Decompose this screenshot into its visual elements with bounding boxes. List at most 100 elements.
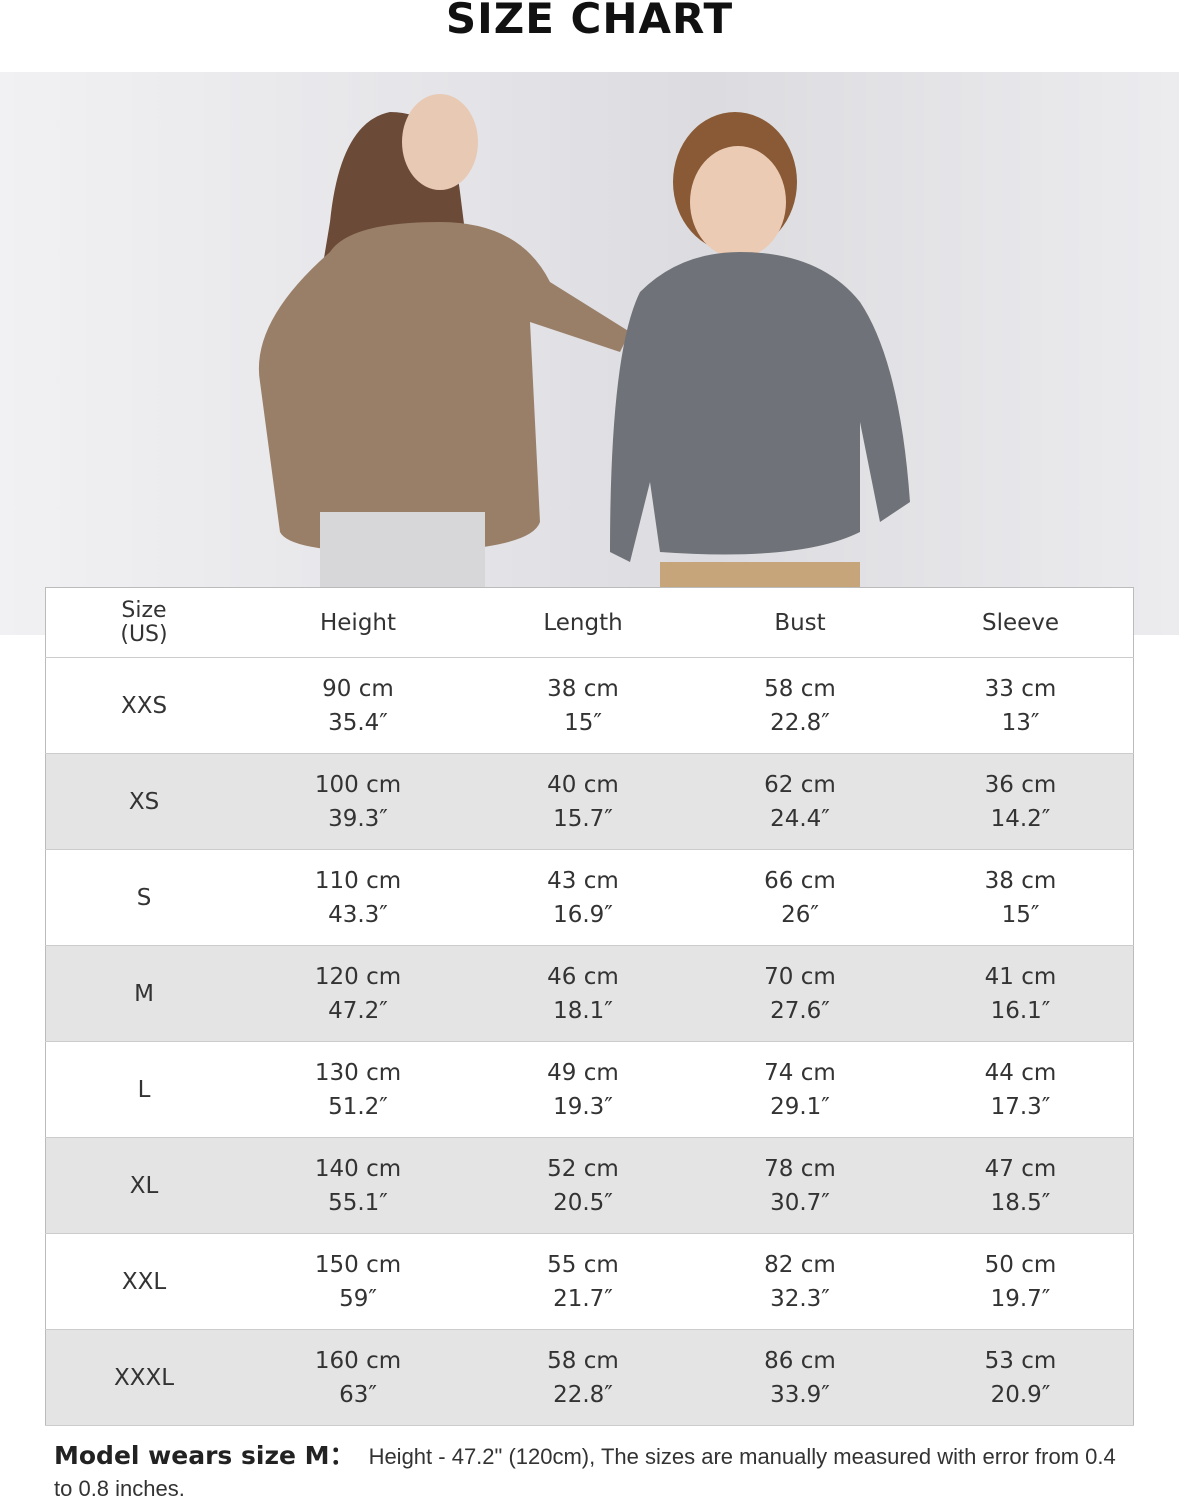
sleeve-inches: 20.9″ xyxy=(990,1381,1051,1408)
length-cell: 43 cm 16.9″ xyxy=(474,850,692,946)
bust-cm: 70 cm xyxy=(764,963,836,990)
size-cell: XXS xyxy=(120,692,168,719)
model-photo xyxy=(0,72,1179,635)
bust-inches: 30.7″ xyxy=(770,1189,830,1216)
bust-cell: 58 cm 22.8″ xyxy=(692,658,908,754)
sleeve-inches: 14.2″ xyxy=(990,805,1051,832)
length-cell: 38 cm 15″ xyxy=(474,658,692,754)
length-inches: 19.3″ xyxy=(553,1093,613,1120)
sleeve-cell: 33 cm 13″ xyxy=(908,658,1134,754)
height-inches: 59″ xyxy=(339,1285,377,1312)
height-inches: 63″ xyxy=(339,1381,377,1408)
height-cell: 160 cm 63″ xyxy=(242,1330,474,1426)
sleeve-cm: 47 cm xyxy=(984,1155,1057,1182)
sleeve-cell: 50 cm 19.7″ xyxy=(908,1234,1134,1330)
height-cell: 100 cm 39.3″ xyxy=(242,754,474,850)
height-inches: 43.3″ xyxy=(328,901,388,928)
sleeve-inches: 15″ xyxy=(1001,901,1040,928)
height-cm: 100 cm xyxy=(314,771,402,798)
bust-inches: 26″ xyxy=(781,901,819,928)
height-cm: 90 cm xyxy=(322,675,394,702)
height-inches: 39.3″ xyxy=(328,805,388,832)
length-inches: 15″ xyxy=(564,709,602,736)
header-length: Length xyxy=(474,587,692,658)
bust-inches: 32.3″ xyxy=(770,1285,830,1312)
table-row: XL 140 cm 55.1″ 52 cm 20.5″ 78 cm 30.7″ 47 cm 18… xyxy=(45,1137,1134,1234)
size-cell: XS xyxy=(128,788,160,815)
size-chart-table: Size (US) Height Length Bust Sleeve XXS 90… xyxy=(45,587,1134,1426)
sleeve-inches: 19.7″ xyxy=(990,1285,1051,1312)
bust-cell: 62 cm 24.4″ xyxy=(692,754,908,850)
length-cm: 43 cm xyxy=(547,867,619,894)
bust-cell: 66 cm 26″ xyxy=(692,850,908,946)
height-cell: 120 cm 47.2″ xyxy=(242,946,474,1042)
table-header-row: Size (US) Height Length Bust Sleeve xyxy=(45,587,1134,658)
sleeve-cm: 38 cm xyxy=(984,867,1057,894)
size-cell: M xyxy=(134,980,154,1007)
bust-cell: 74 cm 29.1″ xyxy=(692,1042,908,1138)
table-row: L 130 cm 51.2″ 49 cm 19.3″ 74 cm 29.1″ 44 cm 17.… xyxy=(45,1042,1134,1138)
size-cell: XXL xyxy=(121,1268,167,1295)
bust-cell: 78 cm 30.7″ xyxy=(692,1138,908,1234)
table-row: M 120 cm 47.2″ 46 cm 18.1″ 70 cm 27.6″ 41 cm 16.… xyxy=(45,945,1134,1042)
table-row: XXL 150 cm 59″ 55 cm 21.7″ 82 cm 32.3″ 50 cm 19.… xyxy=(45,1234,1134,1330)
length-inches: 21.7″ xyxy=(553,1285,613,1312)
bust-cell: 82 cm 32.3″ xyxy=(692,1234,908,1330)
size-cell: S xyxy=(136,884,152,911)
height-cell: 90 cm 35.4″ xyxy=(242,658,474,754)
sleeve-cell: 47 cm 18.5″ xyxy=(908,1138,1134,1234)
sleeve-cell: 38 cm 15″ xyxy=(908,850,1134,946)
header-size: Size (US) xyxy=(45,587,242,658)
sleeve-cm: 36 cm xyxy=(984,771,1057,798)
length-cell: 40 cm 15.7″ xyxy=(474,754,692,850)
length-inches: 20.5″ xyxy=(553,1189,613,1216)
height-cm: 140 cm xyxy=(314,1155,402,1182)
bust-cm: 74 cm xyxy=(764,1059,836,1086)
bust-inches: 27.6″ xyxy=(770,997,830,1024)
length-inches: 16.9″ xyxy=(553,901,613,928)
bust-inches: 24.4″ xyxy=(770,805,830,832)
bust-cm: 62 cm xyxy=(764,771,836,798)
header-sleeve: Sleeve xyxy=(908,587,1134,658)
height-cm: 120 cm xyxy=(314,963,402,990)
length-cm: 38 cm xyxy=(547,675,619,702)
length-cm: 49 cm xyxy=(547,1059,619,1086)
length-cell: 55 cm 21.7″ xyxy=(474,1234,692,1330)
sleeve-cell: 44 cm 17.3″ xyxy=(908,1042,1134,1138)
table-row: XXXL 160 cm 63″ 58 cm 22.8″ 86 cm 33.9″ 53 cm 20… xyxy=(45,1329,1134,1426)
table-row: XS 100 cm 39.3″ 40 cm 15.7″ 62 cm 24.4″ 36 cm 14… xyxy=(45,753,1134,850)
bust-cm: 78 cm xyxy=(764,1155,836,1182)
sleeve-cm: 44 cm xyxy=(984,1059,1057,1086)
sleeve-cm: 50 cm xyxy=(984,1251,1057,1278)
bust-inches: 29.1″ xyxy=(770,1093,830,1120)
sleeve-cell: 53 cm 20.9″ xyxy=(908,1330,1134,1426)
length-inches: 18.1″ xyxy=(553,997,613,1024)
bust-cell: 70 cm 27.6″ xyxy=(692,946,908,1042)
height-cell: 150 cm 59″ xyxy=(242,1234,474,1330)
model-note: Model wears size M： Height - 47.2" (120cm… xyxy=(54,1440,1134,1505)
sleeve-cell: 41 cm 16.1″ xyxy=(908,946,1134,1042)
height-cm: 130 cm xyxy=(314,1059,402,1086)
sleeve-cm: 33 cm xyxy=(984,675,1057,702)
page-title: SIZE CHART xyxy=(445,0,734,43)
height-cell: 130 cm 51.2″ xyxy=(242,1042,474,1138)
height-inches: 35.4″ xyxy=(328,709,388,736)
length-cell: 46 cm 18.1″ xyxy=(474,946,692,1042)
height-cell: 140 cm 55.1″ xyxy=(242,1138,474,1234)
length-cm: 58 cm xyxy=(547,1347,619,1374)
girl-model-image xyxy=(258,94,630,635)
size-cell: L xyxy=(137,1076,151,1103)
height-inches: 51.2″ xyxy=(328,1093,388,1120)
height-cell: 110 cm 43.3″ xyxy=(242,850,474,946)
bust-cm: 86 cm xyxy=(764,1347,836,1374)
bust-cm: 82 cm xyxy=(764,1251,836,1278)
height-cm: 150 cm xyxy=(314,1251,402,1278)
length-inches: 15.7″ xyxy=(553,805,613,832)
header-height: Height xyxy=(242,587,474,658)
model-note-text: Height - 47.2" (120cm), The sizes are ma… xyxy=(54,1444,1116,1501)
length-cm: 52 cm xyxy=(547,1155,619,1182)
model-note-label: Model wears size M： xyxy=(54,1441,355,1470)
bust-cm: 58 cm xyxy=(764,675,836,702)
sleeve-inches: 18.5″ xyxy=(990,1189,1051,1216)
length-inches: 22.8″ xyxy=(553,1381,613,1408)
